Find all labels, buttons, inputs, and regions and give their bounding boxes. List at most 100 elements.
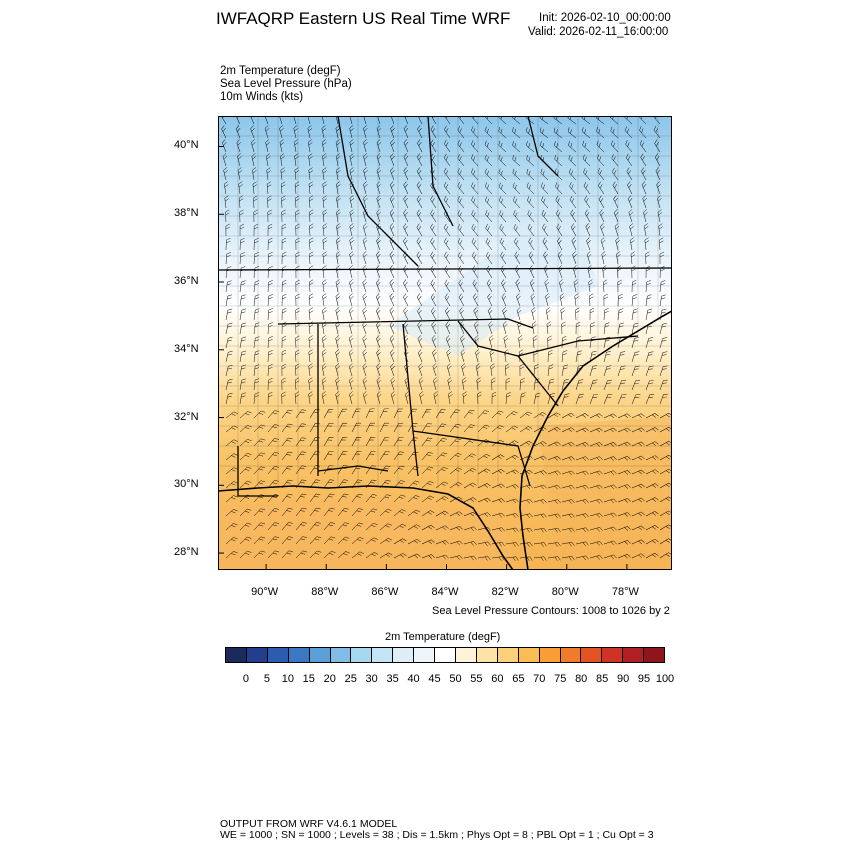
wind-barb	[631, 351, 640, 363]
wind-barb	[631, 279, 637, 293]
wind-barb	[309, 507, 321, 517]
wind-barb	[514, 265, 521, 279]
wind-barb	[322, 237, 328, 251]
wind-barb	[617, 456, 631, 461]
colorbar-tick-label: 75	[554, 673, 567, 685]
wind-barb	[335, 293, 341, 307]
wind-barb	[477, 424, 490, 433]
wind-barb	[323, 550, 336, 559]
wind-barb	[351, 508, 363, 517]
wind-barb	[477, 468, 491, 475]
wind-barb	[435, 437, 447, 447]
model-config-line: WE = 1000 ; SN = 1000 ; Levels = 38 ; Di…	[220, 829, 654, 841]
wind-barb	[365, 408, 375, 419]
lon-label: 86°W	[371, 586, 399, 598]
wind-barb	[463, 555, 477, 561]
wind-barb	[363, 125, 368, 139]
wind-barb	[225, 439, 238, 447]
wind-barb	[485, 196, 493, 209]
wind-barb	[322, 293, 327, 307]
wind-barb	[603, 308, 609, 321]
wind-barb	[430, 223, 437, 237]
wind-barb	[505, 498, 519, 504]
wind-barb	[321, 335, 327, 349]
wind-barb	[443, 237, 451, 251]
wind-barb	[225, 495, 238, 503]
wind-barb	[323, 451, 334, 461]
wind-barb	[459, 307, 465, 321]
wind-barb	[403, 335, 409, 349]
lat-label: 40°N	[174, 139, 199, 152]
wind-barb	[542, 223, 549, 237]
wind-barb	[295, 409, 307, 419]
wind-barb	[267, 536, 280, 545]
wind-barb	[617, 279, 622, 293]
wind-barb	[484, 182, 493, 195]
wind-barb	[375, 279, 381, 293]
wind-barb	[238, 181, 243, 195]
wind-barb	[223, 167, 228, 181]
wind-barb	[518, 349, 524, 363]
wind-barb	[491, 469, 505, 475]
wind-barb	[308, 181, 314, 195]
wind-barb	[418, 377, 424, 391]
wind-barb	[403, 293, 409, 307]
wind-barb	[505, 425, 519, 433]
wind-barb	[363, 139, 368, 153]
wind-barb	[640, 153, 647, 167]
wind-barb	[239, 452, 252, 461]
wind-barb	[267, 377, 273, 391]
wind-barb	[393, 509, 406, 517]
slp-contour-note: Sea Level Pressure Contours: 1008 to 102…	[432, 605, 670, 617]
wind-barb	[365, 437, 376, 447]
wind-barb	[645, 455, 659, 461]
wind-barb	[631, 322, 639, 335]
wind-barb	[267, 522, 279, 531]
wind-barb	[449, 438, 462, 447]
wind-barb	[239, 336, 247, 349]
wind-barb	[309, 493, 321, 503]
wind-barb	[572, 251, 577, 265]
wind-barb	[659, 266, 665, 279]
wind-barb	[390, 167, 395, 181]
wind-barb	[295, 293, 300, 307]
wind-barb	[239, 411, 252, 419]
colorbar-segment	[288, 648, 310, 662]
wind-barb	[349, 251, 354, 265]
wind-barb	[253, 480, 266, 489]
wind-barb	[308, 363, 313, 377]
wind-barb	[239, 308, 246, 321]
wind-barb	[655, 167, 661, 181]
wind-barb	[561, 556, 575, 561]
colorbar-segment	[455, 648, 477, 662]
wind-barb	[295, 223, 300, 237]
wind-barb	[253, 322, 260, 335]
wind-barb	[417, 307, 423, 321]
wind-barb	[631, 337, 639, 349]
colorbar-tick-label: 25	[344, 673, 357, 685]
wind-barb	[225, 378, 233, 391]
wind-barb	[308, 349, 313, 363]
wind-barb	[407, 466, 419, 475]
wind-barb	[485, 237, 493, 251]
wind-barb	[471, 251, 479, 265]
wind-barb	[253, 195, 258, 209]
wind-barb	[323, 465, 334, 475]
wind-barb	[547, 364, 554, 377]
wind-barb	[645, 394, 655, 405]
wind-barb	[645, 351, 654, 363]
wind-barb	[498, 168, 507, 181]
wind-barb	[519, 556, 533, 562]
wind-barb	[435, 409, 446, 419]
wind-barb	[281, 321, 287, 335]
wind-barb	[376, 237, 381, 251]
colorbar-segment	[602, 648, 624, 662]
wind-barb	[376, 391, 382, 405]
wind-barb	[430, 125, 437, 139]
wind-barb	[589, 470, 603, 476]
wind-barb	[617, 293, 623, 307]
wind-barb	[404, 377, 410, 391]
wind-barb	[365, 537, 378, 545]
wind-barb	[307, 125, 313, 139]
wind-barb	[617, 351, 626, 363]
